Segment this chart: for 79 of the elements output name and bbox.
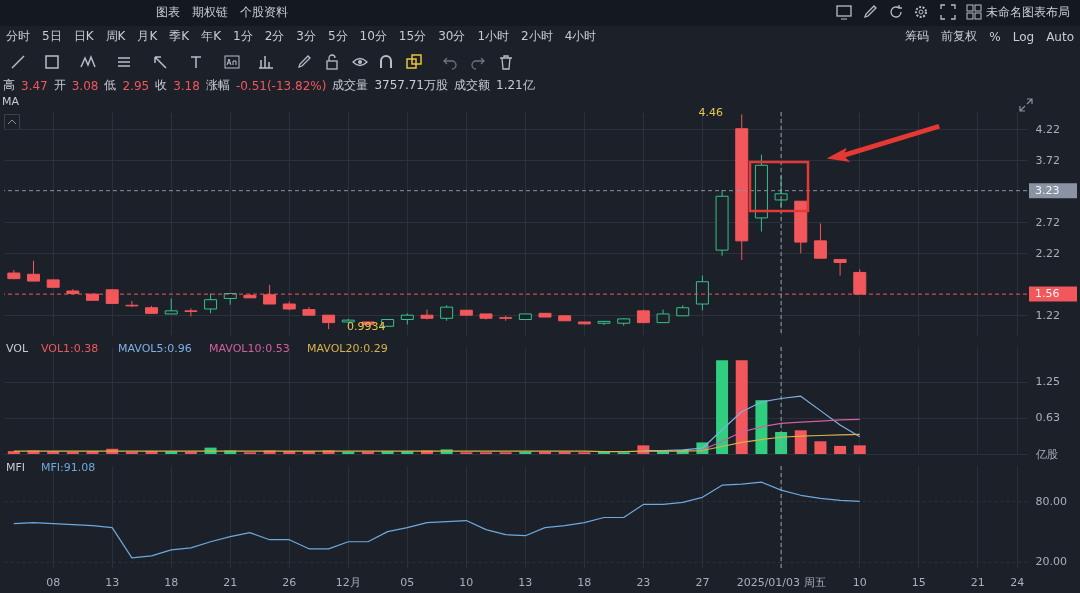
text: Auto [1045, 29, 1075, 44]
text: 5日 [41, 28, 63, 45]
text: 期权链 [191, 4, 229, 21]
x-tick-label: 21 [223, 575, 238, 589]
text: 4小时 [563, 28, 598, 45]
text: VOL1:0.38 [41, 342, 99, 355]
text: MAVOL5:0.96 [118, 342, 192, 355]
x-tick-label: 10 [459, 575, 474, 589]
text: 2小时 [520, 28, 554, 45]
x-tick-label: 08 [46, 575, 61, 589]
x-tick-label: 13 [105, 575, 120, 589]
x-tick-label: 21 [970, 575, 985, 589]
text: 前复权 [940, 28, 979, 45]
text: 3.47 [20, 78, 49, 93]
annotation: 0.9934 [347, 320, 386, 333]
text: 日K [72, 28, 95, 45]
text: 1.21亿 [495, 77, 536, 94]
text: MAVOL10:0.53 [209, 342, 290, 355]
y-tick-label: 亿股 [1034, 447, 1058, 461]
text: 涨幅 [204, 77, 231, 94]
text: 1分 [232, 28, 254, 45]
x-tick-label: 23 [636, 575, 651, 589]
y-tick-label: 3.72 [1035, 153, 1060, 167]
x-tick-label: 05 [400, 575, 415, 589]
x-tick-label: 10 [852, 575, 867, 589]
x-tick-label: 18 [164, 575, 179, 589]
ref-line-label: 1.56 [1035, 287, 1060, 301]
legend-title: MFI [6, 461, 26, 474]
x-tick-label: 2025/01/03 周五 [736, 575, 826, 589]
text: 3分 [295, 28, 317, 45]
y-tick-label: 0.63 [1035, 411, 1060, 425]
y-tick-label: 80.00 [1035, 494, 1067, 508]
x-tick-label: 12月 [335, 575, 361, 589]
text: 15分 [397, 28, 428, 45]
text: 5分 [326, 28, 349, 45]
text: 3757.71万股 [373, 77, 449, 94]
text: MFI:91.08 [41, 461, 96, 474]
text: 成交量 [331, 77, 370, 94]
text: 收 [154, 77, 169, 94]
text: 图表 [155, 4, 181, 21]
text: Log [1011, 29, 1036, 44]
text: 2.95 [121, 78, 151, 93]
text: 月K [136, 28, 159, 45]
text: 个股资料 [239, 4, 289, 21]
text: 3.18 [172, 78, 201, 93]
text: 年K [200, 28, 222, 45]
text: MAVOL20:0.29 [307, 342, 388, 355]
text: 周K [104, 28, 127, 45]
y-tick-label: 4.22 [1035, 122, 1060, 136]
text: 筹码 [904, 28, 931, 45]
text: 低 [103, 77, 118, 94]
text: 30分 [437, 28, 467, 45]
x-tick-label: 24 [1010, 575, 1025, 589]
text: 分时 [5, 28, 31, 45]
text: -0.51(-13.82%) [234, 78, 328, 93]
x-tick-label: 18 [577, 575, 592, 589]
text: 3.08 [70, 78, 100, 93]
text: 10分 [358, 28, 388, 45]
y-tick-label: 2.72 [1035, 215, 1060, 229]
text: MA [2, 95, 20, 108]
x-tick-label: 15 [911, 575, 926, 589]
y-tick-label: 2.22 [1035, 246, 1060, 260]
legend-title: VOL [6, 342, 29, 355]
text: 高 [2, 77, 16, 94]
text: 1小时 [476, 28, 511, 45]
text: 季K [168, 28, 191, 45]
y-tick-label: 20.00 [1035, 555, 1067, 569]
y-tick-label: 1.25 [1035, 375, 1060, 389]
y-tick-label: 1.22 [1035, 308, 1060, 322]
annotation: 4.46 [698, 106, 723, 119]
x-tick-label: 13 [518, 575, 533, 589]
text: 2分 [263, 28, 286, 45]
x-tick-label: 27 [695, 575, 710, 589]
text: 开 [52, 77, 67, 94]
text: % [988, 29, 1002, 44]
x-tick-label: 26 [282, 575, 297, 589]
text: 未命名图表布局 [985, 4, 1071, 21]
ref-line-label: 3.23 [1035, 183, 1060, 197]
text: 成交额 [453, 77, 491, 94]
